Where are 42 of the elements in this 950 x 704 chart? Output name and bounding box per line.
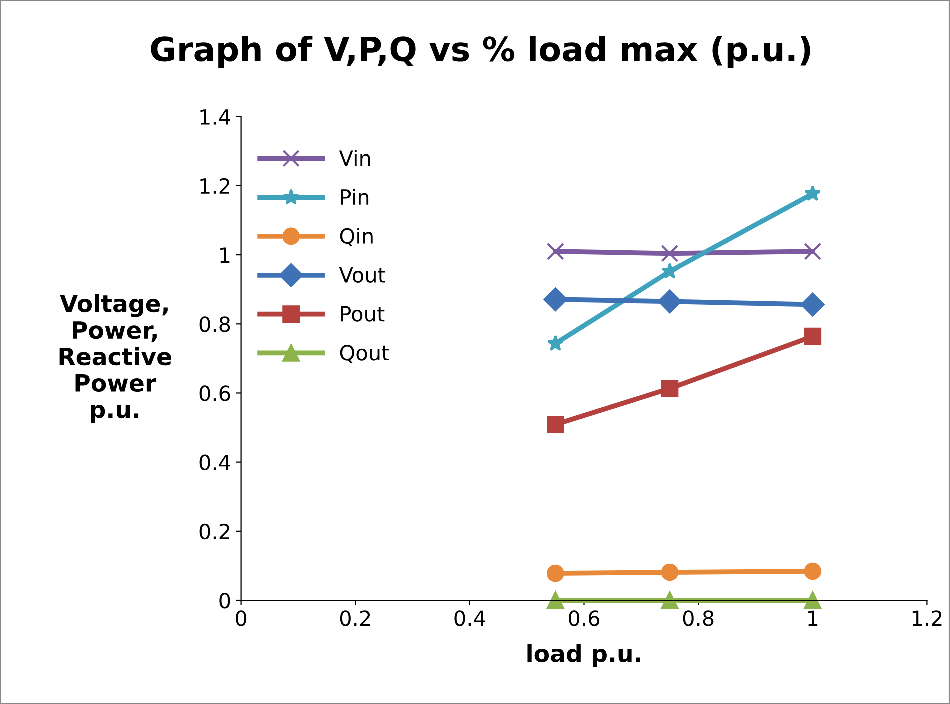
- point: [801, 292, 825, 317]
- point: [658, 290, 682, 314]
- x-tick-label: 1.2: [912, 610, 942, 626]
- x-tick-label: 0.8: [683, 610, 714, 626]
- point: [546, 416, 564, 434]
- point: [544, 288, 568, 312]
- x-tick-label: 0: [236, 610, 247, 626]
- y-tick-label: 0: [220, 592, 230, 609]
- point: [804, 328, 822, 346]
- y-tick-label: 0.2: [200, 524, 230, 540]
- point: [804, 562, 822, 580]
- point: [546, 564, 564, 582]
- point: [661, 380, 679, 398]
- chart-title: Graph of V,P,Q vs % load max (p.u.): [151, 36, 810, 68]
- legend-label: Qin: [340, 228, 373, 246]
- point: [547, 335, 564, 352]
- legend-label: Vin: [339, 150, 370, 166]
- legend-label: Pout: [341, 306, 385, 322]
- x-axis-title: load p.u.: [528, 644, 640, 668]
- y-tick-label: 0.4: [200, 454, 230, 471]
- point: [661, 592, 679, 610]
- y-tick-label: 1.4: [200, 110, 230, 125]
- legend-label: Pin: [341, 189, 369, 205]
- legend-label: Vout: [339, 268, 386, 283]
- point: [804, 592, 822, 610]
- x-tick-label: 0.6: [569, 610, 600, 626]
- point: [804, 242, 822, 260]
- legend-label: Qout: [340, 345, 390, 364]
- point: [546, 592, 564, 610]
- point: [662, 262, 678, 279]
- y-tick-label: 0.6: [200, 386, 230, 402]
- x-tick-label: 1: [808, 610, 818, 626]
- x-tick-label: 0.4: [454, 610, 486, 626]
- y-tick-label: 1: [220, 248, 230, 263]
- x-tick-label: 0.2: [340, 610, 370, 626]
- y-tick-label: 1.2: [200, 178, 230, 194]
- point: [661, 244, 679, 262]
- y-axis-title: Voltage, Power, Reactive Power p.u.: [60, 294, 172, 424]
- point: [804, 185, 822, 202]
- point: [546, 242, 564, 260]
- point: [661, 564, 679, 582]
- y-tick-label: 0.8: [200, 316, 230, 332]
